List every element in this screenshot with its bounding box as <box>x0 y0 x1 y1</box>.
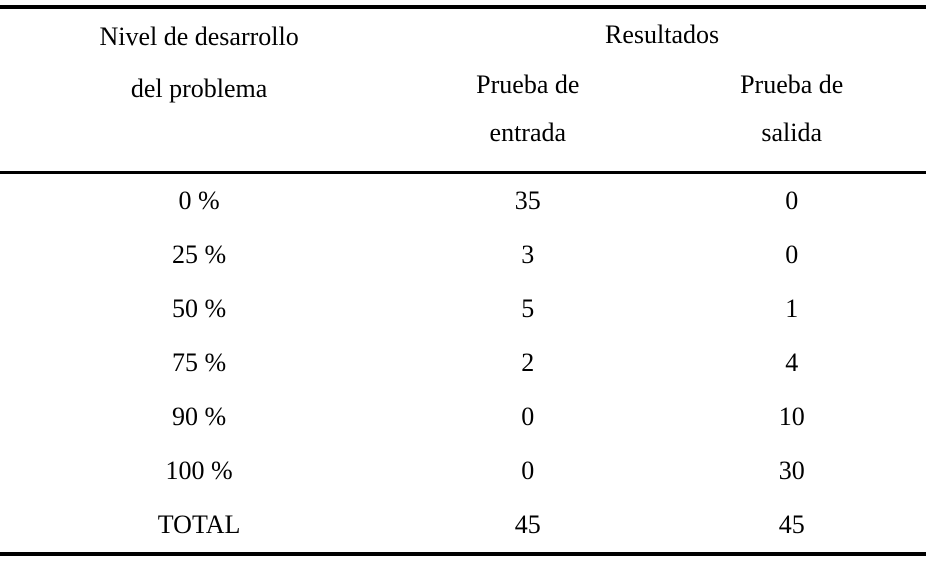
header-row-2: Prueba de entrada Prueba de salida <box>0 61 926 173</box>
level-cell: 50 % <box>172 294 227 323</box>
table-header: Nivel de desarrollo del problema Resulta… <box>0 7 926 173</box>
table-row: 25 % 3 0 <box>0 228 926 282</box>
entrada-cell: 5 <box>521 294 535 323</box>
salida-header-line1: Prueba de <box>740 70 844 99</box>
results-table: Nivel de desarrollo del problema Resulta… <box>0 5 926 556</box>
salida-cell: 4 <box>785 348 799 377</box>
salida-cell: 1 <box>785 294 799 323</box>
nivel-header-line1: Nivel de desarrollo <box>99 22 299 51</box>
nivel-header-line2: del problema <box>130 74 268 103</box>
table-row: 75 % 2 4 <box>0 336 926 390</box>
level-cell: 90 % <box>172 402 227 431</box>
level-cell: 25 % <box>172 240 227 269</box>
entrada-cell: 35 <box>514 186 541 215</box>
salida-cell: 0 <box>785 240 799 269</box>
total-label-cell: TOTAL <box>157 510 241 539</box>
table-row: 50 % 5 1 <box>0 282 926 336</box>
table-body: 0 % 35 0 25 % 3 0 50 % 5 1 75 % 2 4 90 %… <box>0 173 926 555</box>
column-header-prueba-entrada: Prueba de entrada <box>398 61 657 173</box>
table-row: 90 % 0 10 <box>0 390 926 444</box>
table-row-total: TOTAL 45 45 <box>0 498 926 554</box>
salida-cell: 0 <box>785 186 799 215</box>
header-row-1: Nivel de desarrollo del problema Resulta… <box>0 7 926 103</box>
level-cell: 0 % <box>178 186 220 215</box>
entrada-cell: 3 <box>521 240 535 269</box>
total-salida-cell: 45 <box>778 510 805 539</box>
table-row: 100 % 0 30 <box>0 444 926 498</box>
level-cell: 75 % <box>172 348 227 377</box>
column-header-prueba-salida: Prueba de salida <box>657 61 926 173</box>
entrada-cell: 0 <box>521 456 535 485</box>
entrada-cell: 0 <box>521 402 535 431</box>
total-entrada-cell: 45 <box>514 510 541 539</box>
level-cell: 100 % <box>165 456 233 485</box>
column-group-header-resultados: Resultados <box>605 20 720 49</box>
table-row: 0 % 35 0 <box>0 173 926 229</box>
entrada-header-line2: entrada <box>489 118 567 147</box>
entrada-header-line1: Prueba de <box>476 70 580 99</box>
salida-header-line2: salida <box>761 118 823 147</box>
column-header-nivel-desarrollo: Nivel de desarrollo del problema <box>0 7 398 173</box>
entrada-cell: 2 <box>521 348 535 377</box>
salida-cell: 10 <box>778 402 805 431</box>
salida-cell: 30 <box>778 456 805 485</box>
